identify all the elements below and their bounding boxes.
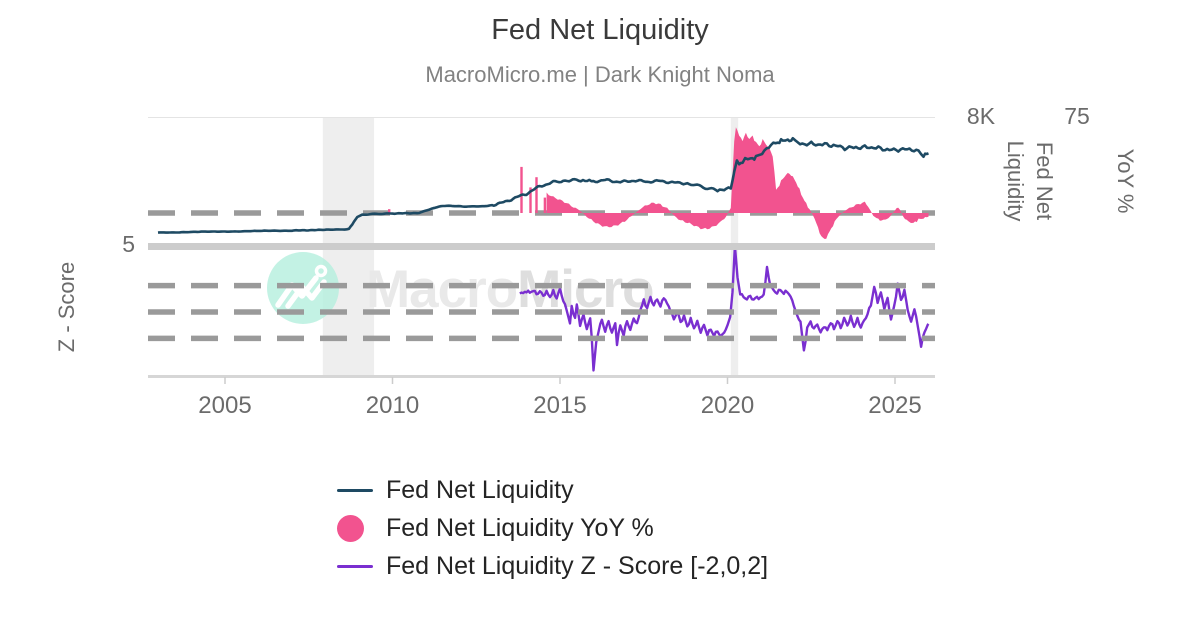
yoy-axis-label: YoY % bbox=[1113, 148, 1138, 214]
svg-text:MacroMicro: MacroMicro bbox=[366, 260, 653, 319]
legend-label: Fed Net Liquidity bbox=[386, 475, 574, 504]
yoy-spike bbox=[388, 209, 391, 213]
chart-subtitle: MacroMicro.me | Dark Knight Noma bbox=[425, 62, 775, 87]
zscore-axis-tick-5: 5 bbox=[122, 231, 135, 257]
x-axis-tick-label-2020: 2020 bbox=[700, 392, 755, 419]
legend-item-zscore[interactable]: Fed Net Liquidity Z - Score [-2,0,2] bbox=[337, 547, 768, 585]
yoy-circle-swatch bbox=[337, 514, 377, 542]
legend-label: Fed Net Liquidity Z - Score [-2,0,2] bbox=[386, 551, 769, 580]
yoy-axis-tick-75: 75 bbox=[1064, 103, 1090, 129]
x-axis-tick-label-2005: 2005 bbox=[198, 392, 252, 419]
x-axis-tick-label-2010: 2010 bbox=[365, 392, 420, 419]
macromicro-watermark: MacroMicro bbox=[267, 252, 654, 324]
yoy-spike bbox=[520, 166, 523, 213]
legend-label: Fed Net Liquidity YoY % bbox=[386, 513, 654, 542]
liquidity-line-swatch bbox=[337, 488, 377, 492]
liquidity-axis-label: Fed Net Liquidity bbox=[1003, 140, 1057, 222]
x-axis-tick-label-2025: 2025 bbox=[868, 392, 922, 419]
yoy-spike bbox=[543, 197, 547, 213]
zscore-line-series bbox=[519, 244, 930, 372]
liquidity-line-series bbox=[157, 136, 929, 234]
zscore-axis-label: Z - Score bbox=[54, 261, 79, 353]
liquidity-axis-tick-8k: 8K bbox=[966, 103, 996, 129]
yoy-spike bbox=[529, 187, 532, 213]
legend-item-yoy[interactable]: Fed Net Liquidity YoY % bbox=[337, 509, 768, 547]
legend-item-fed-net-liquidity[interactable]: Fed Net Liquidity bbox=[337, 471, 768, 509]
page-title: Fed Net Liquidity bbox=[491, 14, 709, 46]
yoy-area-series bbox=[546, 127, 929, 239]
yoy-spike bbox=[535, 177, 538, 213]
legend: Fed Net Liquidity Fed Net Liquidity YoY … bbox=[337, 471, 768, 585]
x-axis-tick-label-2015: 2015 bbox=[533, 392, 587, 419]
zscore-line-swatch bbox=[337, 564, 377, 568]
